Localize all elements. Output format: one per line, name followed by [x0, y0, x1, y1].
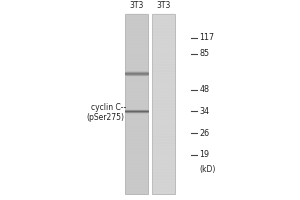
Text: 48: 48	[200, 85, 209, 94]
Text: 34: 34	[200, 107, 209, 116]
Text: 3T3: 3T3	[156, 1, 171, 10]
Text: 117: 117	[200, 33, 214, 42]
Bar	[152, 14, 175, 194]
Text: 19: 19	[200, 150, 210, 159]
Text: 26: 26	[200, 129, 210, 138]
Text: (kD): (kD)	[200, 165, 216, 174]
Text: cyclin C--: cyclin C--	[91, 103, 126, 112]
Text: 85: 85	[200, 49, 210, 58]
Bar	[125, 14, 148, 194]
Text: (pSer275): (pSer275)	[86, 113, 124, 122]
Text: 3T3: 3T3	[129, 1, 144, 10]
